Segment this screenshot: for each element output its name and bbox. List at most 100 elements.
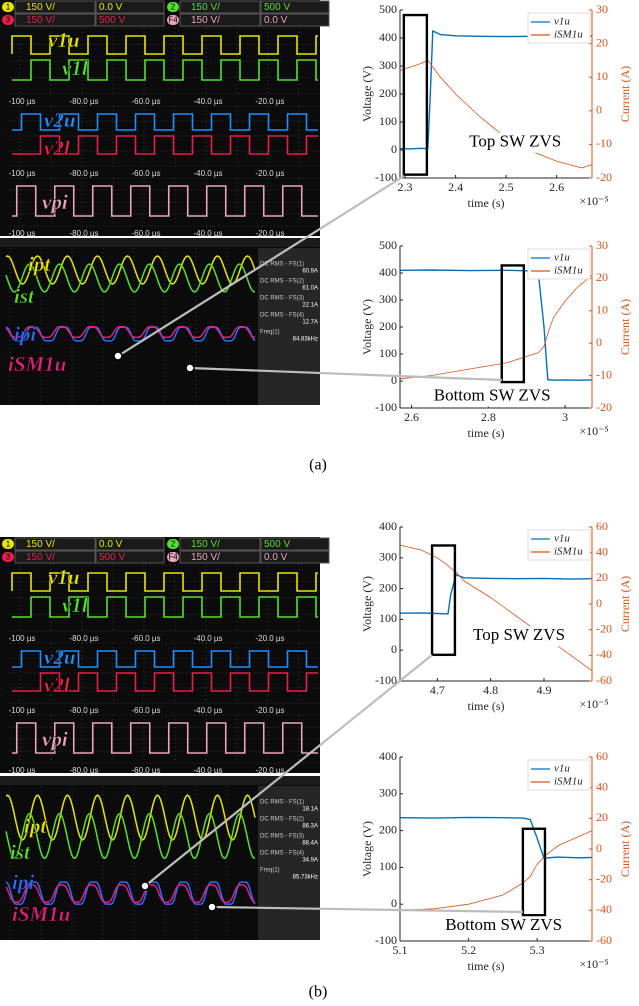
trace-label: v1l [62,56,88,80]
x-tick-label: 4.8 [483,683,498,697]
x-tick-label: 5.3 [530,943,545,957]
trace-label: v1u [48,565,80,589]
x-tick-label: 4.7 [430,683,445,697]
annotation: Bottom SW ZVS [445,915,562,934]
y2-tick-label: -10 [596,136,612,150]
y2-tick-label: -10 [596,367,612,381]
y2-tick-label: -20 [596,170,612,184]
time-label: -40.0 µs [193,766,222,775]
y2-axis-label: Current (A) [618,299,632,355]
connector-dot [114,352,122,360]
measure-name: Freq(1) [260,868,280,874]
offset-setting: 0.0 V [264,15,288,26]
y-axis-label: Voltage (V) [360,66,374,122]
y-tick-label: 100 [379,114,397,128]
x-tick-label: 5.2 [461,943,476,957]
time-label: -100 µs [9,766,36,775]
y-tick-label: 100 [379,611,397,625]
trace-label: v2l [44,136,70,160]
time-label: -20.0 µs [255,706,284,715]
y2-tick-label: -60 [596,673,612,687]
x-tick-label: 5.1 [393,943,408,957]
time-label: -20.0 µs [255,634,284,643]
measure-name: Freq(1) [260,330,280,336]
y2-tick-label: 20 [596,570,608,584]
caption: (a) [309,457,327,474]
y-tick-label: 400 [379,519,397,533]
channel-number: 2 [171,540,176,549]
y-tick-label: 400 [379,749,397,763]
trace-label: vpi [42,190,68,214]
measure-value: 18.1A [302,807,318,813]
measure-value: 85.73kHz [293,875,318,881]
x-tick-label: 2.4 [448,180,463,194]
y-tick-label: 300 [379,292,397,306]
y2-tick-label: -60 [596,933,612,947]
y2-tick-label: -20 [596,621,612,635]
y-tick-label: 500 [379,238,397,252]
y2-tick-label: 40 [596,544,608,558]
legend-label: iSM1u [554,29,583,41]
offset-setting: 500 V [99,552,125,563]
y2-tick-label: -20 [596,871,612,885]
trace-label: v1u [48,28,80,52]
trace-label: ipt [24,814,47,838]
time-label: -80.0 µs [69,634,98,643]
y2-tick-label: -40 [596,902,612,916]
offset-setting: 500 V [264,539,290,550]
measure-value: 60.9A [302,269,318,275]
offset-setting: 500 V [264,2,290,13]
annotation: Top SW ZVS [473,625,565,644]
legend-label: v1u [554,252,570,264]
time-label: -60.0 µs [131,97,160,106]
x-tick-label: 2.3 [398,180,413,194]
trace-label: v1l [62,593,88,617]
x-tick-label: 2.8 [481,410,496,424]
y2-tick-label: 20 [596,35,608,49]
channel-number: 3 [6,16,11,25]
measure-value: 88.4A [302,841,318,847]
time-label: -20.0 µs [255,229,284,238]
time-label: -40.0 µs [193,169,222,178]
trace-label: ipt [28,252,51,276]
legend-label: iSM1u [554,776,583,788]
measure-name: DC RMS - FS(1) [260,800,304,806]
y-tick-label: 200 [379,822,397,836]
y2-tick-label: 10 [596,69,608,83]
y-tick-label: 400 [379,265,397,279]
y-tick-label: 300 [379,550,397,564]
y2-axis-label: Current (A) [618,821,632,877]
channel-number: 1 [6,3,11,12]
offset-setting: 500 V [99,15,125,26]
trace-label: ipi [14,322,36,346]
trace-label: ist [14,284,35,308]
y-tick-label: 200 [379,580,397,594]
y2-tick-label: 0 [596,103,602,117]
time-label: -80.0 µs [69,706,98,715]
time-label: -20.0 µs [255,766,284,775]
y-tick-label: 0 [391,142,397,156]
offset-setting: 0.0 V [99,539,123,550]
y2-tick-label: 20 [596,270,608,284]
y-tick-label: 100 [379,346,397,360]
annotation: Top SW ZVS [469,132,561,151]
trace-label: ist [10,840,31,864]
trace-label: v2u [44,108,76,132]
scale-setting: 150 V/ [26,2,55,13]
scale-setting: 150 V/ [191,2,220,13]
time-label: -40.0 µs [193,706,222,715]
x-tick-label: 3 [562,410,568,424]
measure-value: 22.1A [302,303,318,309]
measure-name: DC RMS - FS(2) [260,817,304,823]
annotation: Bottom SW ZVS [434,386,551,405]
y-tick-label: 300 [379,58,397,72]
scale-setting: 150 V/ [191,539,220,550]
measure-name: DC RMS - FS(2) [260,279,304,285]
y-tick-label: 200 [379,319,397,333]
y-tick-label: 500 [379,2,397,16]
time-label: -40.0 µs [193,634,222,643]
time-label: -100 µs [9,706,36,715]
status-bar [0,238,320,247]
y2-tick-label: 10 [596,303,608,317]
y-tick-label: 300 [379,786,397,800]
